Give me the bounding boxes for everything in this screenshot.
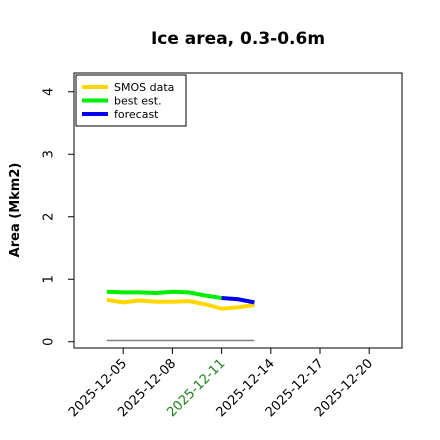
y-tick-label: 0 — [42, 338, 57, 346]
y-tick-label: 3 — [42, 150, 57, 158]
legend-label: forecast — [114, 108, 159, 121]
legend-label: best est. — [114, 95, 162, 108]
y-axis-label: Area (Mkm2) — [8, 163, 23, 258]
chart-title: Ice area, 0.3-0.6m — [151, 29, 325, 49]
series-line — [106, 289, 222, 300]
legend-label: SMOS data — [114, 81, 174, 94]
axes-frame — [73, 72, 403, 349]
series-line — [106, 297, 255, 311]
y-tick-label: 2 — [42, 213, 57, 221]
y-tick-label: 4 — [42, 88, 57, 96]
series-line — [221, 296, 255, 305]
y-tick-label: 1 — [42, 275, 57, 283]
